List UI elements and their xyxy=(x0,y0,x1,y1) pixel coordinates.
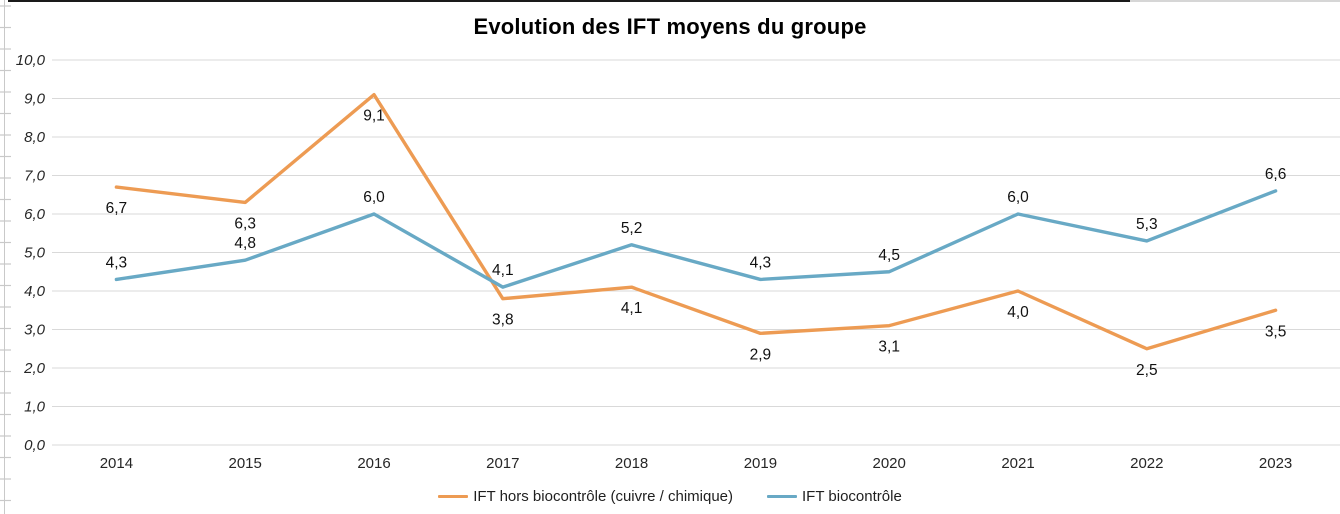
data-label-series-1: 6,0 xyxy=(363,189,385,206)
series-line-1 xyxy=(114,189,1278,289)
y-axis-tick-label: 6,0 xyxy=(24,206,46,223)
top-border-line xyxy=(8,0,1130,2)
y-axis-tick-label: 2,0 xyxy=(23,360,46,377)
x-axis-tick-label: 2023 xyxy=(1259,455,1292,472)
y-axis-tick-label: 10,0 xyxy=(16,52,46,69)
data-label-series-1: 4,1 xyxy=(492,262,514,279)
data-label-series-0: 4,0 xyxy=(1007,304,1029,321)
y-axis-tick-label: 0,0 xyxy=(24,437,46,454)
data-label-series-1: 4,5 xyxy=(878,247,900,264)
y-axis-tick-label: 3,0 xyxy=(24,322,46,339)
data-label-series-0: 6,3 xyxy=(234,215,256,232)
series-line-0 xyxy=(114,92,1278,351)
data-label-series-1: 5,3 xyxy=(1136,216,1158,233)
data-label-series-1: 4,3 xyxy=(750,254,772,271)
legend-swatch-orange-line-icon xyxy=(438,495,469,498)
y-axis-tick-label: 5,0 xyxy=(24,245,46,262)
x-axis-tick-label: 2021 xyxy=(1001,455,1034,472)
data-label-series-1: 6,6 xyxy=(1265,166,1287,183)
data-label-series-0: 3,8 xyxy=(492,312,514,329)
y-axis-tick-label: 1,0 xyxy=(24,399,46,416)
data-label-series-0: 3,1 xyxy=(878,339,900,356)
y-axis-tick-label: 4,0 xyxy=(24,283,46,300)
x-axis-tick-label: 2019 xyxy=(744,455,777,472)
x-axis-tick-label: 2014 xyxy=(100,455,133,472)
data-label-series-0: 9,1 xyxy=(363,108,385,125)
data-label-series-0: 2,5 xyxy=(1136,362,1158,379)
top-border-line-light xyxy=(1130,0,1340,2)
data-label-series-0: 6,7 xyxy=(106,200,128,217)
data-label-series-0: 2,9 xyxy=(750,346,772,363)
data-label-series-0: 3,5 xyxy=(1265,323,1287,340)
x-axis-tick-label: 2015 xyxy=(229,455,262,472)
legend-label: IFT biocontrôle xyxy=(802,488,902,505)
chart-legend: IFT hors biocontrôle (cuivre / chimique)… xyxy=(0,488,1340,505)
data-label-series-0: 4,1 xyxy=(621,300,643,317)
data-label-series-1: 4,8 xyxy=(234,235,256,252)
y-axis-tick-label: 8,0 xyxy=(24,129,46,146)
x-axis-tick-label: 2018 xyxy=(615,455,648,472)
x-axis-tick-label: 2017 xyxy=(486,455,519,472)
x-axis-tick-label: 2022 xyxy=(1130,455,1163,472)
chart-title: Evolution des IFT moyens du groupe xyxy=(473,14,867,39)
data-label-series-1: 5,2 xyxy=(621,220,643,237)
legend-item-ift-biocontrole: IFT biocontrôle xyxy=(767,488,902,505)
x-axis-tick-label: 2016 xyxy=(357,455,390,472)
legend-item-ift-hors-biocontrole: IFT hors biocontrôle (cuivre / chimique) xyxy=(438,488,733,505)
y-axis-tick-label: 7,0 xyxy=(24,168,46,185)
data-label-series-1: 6,0 xyxy=(1007,189,1029,206)
y-axis-tick-label: 9,0 xyxy=(24,91,46,108)
data-label-series-1: 4,3 xyxy=(106,254,128,271)
legend-swatch-blue-line-icon xyxy=(767,495,798,498)
legend-label: IFT hors biocontrôle (cuivre / chimique) xyxy=(473,488,734,505)
x-axis-tick-label: 2020 xyxy=(873,455,906,472)
